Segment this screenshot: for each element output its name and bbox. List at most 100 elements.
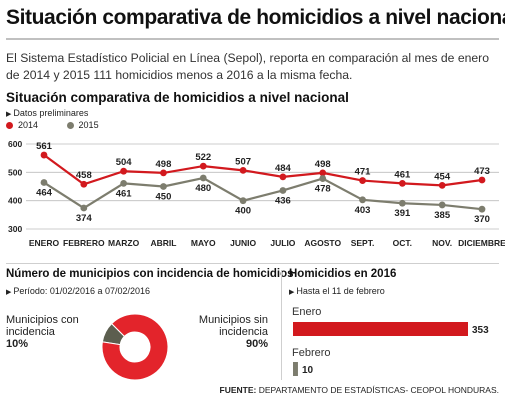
pie-label-with-incidence-text: Municipios con incidencia (6, 314, 79, 338)
data-label-2014: 498 (315, 159, 331, 170)
y-tick-label: 600 (8, 139, 22, 149)
title-divider (6, 38, 499, 40)
x-tick-label: DICIEMBRE (458, 238, 505, 248)
data-point-2014 (239, 166, 247, 174)
x-tick-label: MARZO (108, 238, 140, 248)
data-point-2015 (120, 179, 128, 187)
pie-chart-period-text: Período: 01/02/2016 a 07/02/2016 (13, 286, 151, 296)
y-tick-label: 500 (8, 167, 22, 177)
bar-chart-subtitle-text: Hasta el 11 de febrero (296, 286, 385, 296)
data-label-2014: 461 (394, 169, 411, 180)
line-chart-subtitle-text: Datos preliminares (13, 108, 89, 118)
data-point-2014 (359, 177, 366, 184)
legend-item-2015: 2015 (66, 120, 99, 130)
x-tick-label: ENERO (29, 238, 60, 248)
data-point-2015 (359, 196, 366, 204)
data-label-2014: 458 (76, 170, 92, 181)
data-point-2015 (319, 175, 327, 182)
x-tick-label: JUNIO (230, 238, 256, 248)
data-point-2014 (40, 151, 48, 159)
data-point-2014 (398, 179, 406, 187)
data-label-2015: 480 (195, 183, 211, 194)
intro-paragraph: El Sistema Estadístico Policial en Línea… (6, 51, 490, 82)
data-label-2015: 403 (355, 205, 371, 216)
x-tick-label: NOV. (432, 238, 452, 248)
vertical-divider (281, 270, 282, 380)
line-chart-subtitle: ▶ Datos preliminares (6, 108, 88, 118)
data-point-2014 (160, 169, 167, 177)
data-point-2014 (438, 181, 446, 189)
x-tick-label: JULIO (270, 238, 295, 248)
source-label: FUENTE: (219, 385, 257, 395)
bar-chart-subtitle: ▶ Hasta el 11 de febrero (289, 286, 385, 296)
data-label-2014: 471 (355, 167, 372, 178)
donut-chart (101, 313, 169, 381)
x-tick-label: AGOSTO (304, 238, 341, 248)
legend-label-2014: 2014 (18, 120, 39, 130)
data-point-2015 (160, 183, 167, 190)
data-label-2014: 473 (474, 166, 490, 177)
data-point-2014 (319, 169, 327, 177)
data-label-2015: 370 (474, 214, 490, 225)
data-point-2014 (199, 162, 207, 170)
source-footer: FUENTE: DEPARTAMENTO DE ESTADÍSTICAS- CE… (220, 385, 499, 395)
x-tick-label: SEPT. (351, 238, 375, 248)
data-label-2014: 522 (195, 152, 211, 163)
data-point-2015 (199, 174, 207, 182)
source-text: DEPARTAMENTO DE ESTADÍSTICAS- CEOPOL HON… (258, 385, 499, 395)
data-label-2015: 464 (36, 188, 53, 199)
line-chart: 300 400 500 600 ENERO FEBRERO MARZO ABRIL MAYO JU… (8, 139, 505, 248)
data-label-2015: 436 (275, 195, 291, 206)
data-point-2014 (120, 167, 128, 175)
data-label-2014: 561 (36, 141, 53, 152)
pie-pct-with-incidence: 10% (6, 338, 29, 350)
legend-label-2015: 2015 (78, 120, 99, 130)
data-point-2015 (398, 199, 406, 207)
data-point-2015 (478, 205, 486, 213)
data-label-2014: 504 (116, 157, 133, 168)
pie-label-without-incidence: Municipios sin incidencia 90% (186, 314, 268, 350)
bar-febrero (293, 362, 298, 376)
x-tick-label: ABRIL (150, 238, 176, 248)
data-label-2015: 391 (394, 208, 411, 219)
line-chart-title: Situación comparativa de homicidios a ni… (6, 90, 349, 105)
legend-item-2014: 2014 (6, 120, 38, 130)
pie-label-without-incidence-text: Municipios sin incidencia (198, 314, 268, 338)
triangle-right-icon: ▶ (289, 289, 295, 296)
data-point-2015 (80, 204, 88, 212)
pie-label-with-incidence: Municipios con incidencia 10% (6, 314, 86, 350)
bar-label-enero: Enero (292, 306, 322, 318)
bar-value-label: 353 (472, 325, 489, 336)
bar-chart: 353 10 (293, 322, 489, 376)
y-tick-label: 300 (8, 224, 22, 234)
pie-chart-title: Número de municipios con incidencia de h… (6, 268, 294, 280)
bar-value-label: 10 (302, 365, 314, 376)
data-point-2015 (279, 187, 287, 194)
data-label-2015: 400 (235, 206, 251, 217)
data-label-2015: 478 (315, 184, 331, 195)
data-label-2014: 498 (156, 159, 172, 170)
bar-enero (293, 322, 468, 336)
data-label-2014: 484 (275, 163, 292, 174)
y-tick-label: 400 (8, 196, 22, 206)
data-label-2015: 450 (156, 192, 172, 203)
pie-pct-without-incidence: 90% (245, 338, 268, 350)
triangle-right-icon: ▶ (6, 111, 12, 118)
data-point-2015 (239, 197, 247, 205)
x-tick-label: OCT. (393, 238, 412, 248)
data-point-2015 (40, 179, 48, 186)
data-label-2015: 461 (116, 188, 133, 199)
page-title: Situación comparativa de homicidios a ni… (6, 6, 505, 29)
data-label-2014: 454 (434, 171, 451, 182)
bar-chart-title: Homicidios en 2016 (289, 268, 397, 280)
legend-swatch-2015 (66, 121, 74, 129)
section-divider (6, 263, 499, 264)
data-label-2015: 374 (76, 213, 93, 224)
pie-chart-period: ▶ Período: 01/02/2016 a 07/02/2016 (6, 286, 150, 296)
data-label-2015: 385 (434, 210, 451, 221)
legend-swatch-2014 (6, 121, 13, 129)
data-point-2014 (478, 176, 486, 184)
line-chart-legend: 2014 2015 (6, 120, 125, 132)
data-point-2015 (438, 201, 446, 209)
data-point-2014 (279, 173, 287, 181)
